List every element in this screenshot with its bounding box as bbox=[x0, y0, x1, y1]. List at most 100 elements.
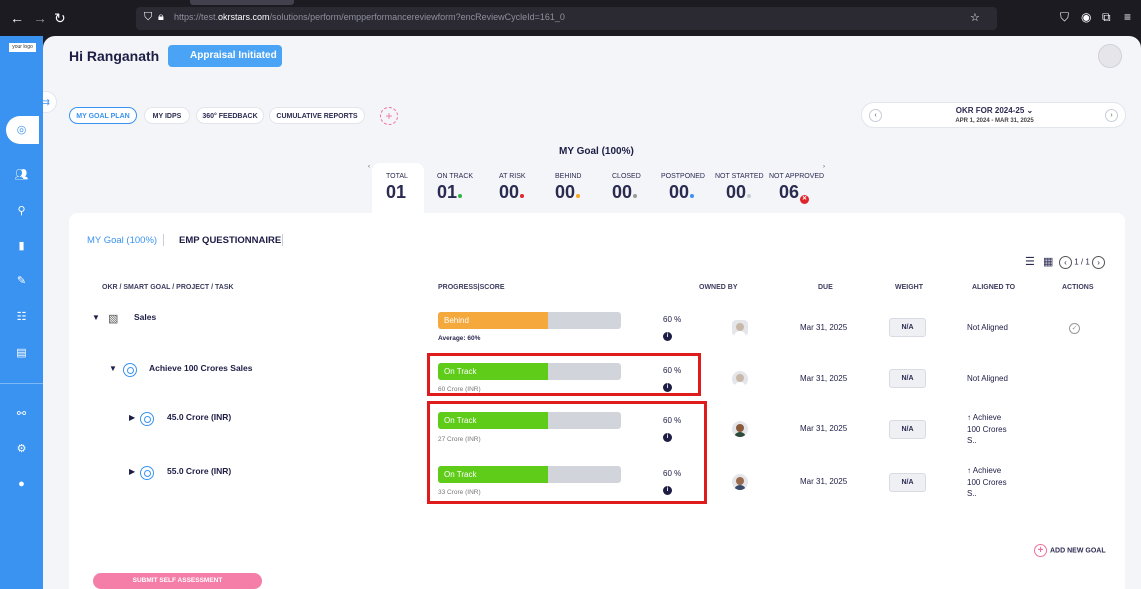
stats-next-icon[interactable]: › bbox=[823, 164, 825, 170]
aligned-line: ↑ Achieve bbox=[967, 413, 1002, 422]
goal-name[interactable]: Sales bbox=[134, 312, 157, 322]
column-header-due: DUE bbox=[818, 284, 833, 291]
check-icon[interactable]: ✓ bbox=[1069, 323, 1080, 334]
weight-field[interactable]: N/A bbox=[889, 473, 926, 492]
shield-icon[interactable]: ⛉ bbox=[144, 11, 153, 23]
aligned-to[interactable]: ↑ Achieve 100 Crores S.. bbox=[967, 465, 1007, 500]
cycle-selector[interactable]: ‹ OKR FOR 2024-25 ⌄ APR 1, 2024 - MAR 31… bbox=[861, 102, 1126, 128]
goal-name[interactable]: 45.0 Crore (INR) bbox=[167, 412, 232, 422]
key-result-icon bbox=[123, 363, 137, 377]
reload-icon[interactable]: ↻ bbox=[54, 10, 66, 26]
add-tab-button[interactable]: + bbox=[380, 107, 398, 125]
stat-value: 01 bbox=[386, 182, 407, 202]
tab-my-goal[interactable]: MY Goal (100%) bbox=[87, 235, 158, 246]
link-icon[interactable]: ⚯ bbox=[16, 408, 27, 420]
owner-avatar[interactable] bbox=[732, 320, 748, 336]
score-percent: 60 % bbox=[663, 469, 682, 478]
tab-360-feedback[interactable]: 360° FEEDBACK bbox=[196, 107, 264, 124]
browser-tab[interactable] bbox=[190, 0, 294, 5]
owner-avatar[interactable] bbox=[732, 474, 748, 490]
weight-field[interactable]: N/A bbox=[889, 318, 926, 337]
list-view-icon[interactable]: ☰ bbox=[1025, 256, 1035, 268]
add-new-goal-button[interactable]: + ADD NEW GOAL bbox=[1034, 544, 1106, 557]
prev-page-button[interactable]: ‹ bbox=[1059, 256, 1072, 269]
stats-prev-icon[interactable]: ‹ bbox=[368, 164, 370, 170]
progress-bar: Behind bbox=[438, 312, 621, 329]
stat-not-approved[interactable]: NOT APPROVED 06 ✕ bbox=[769, 173, 824, 204]
stat-label: POSTPONED bbox=[661, 173, 705, 180]
aligned-line: ↑ Achieve bbox=[967, 466, 1002, 475]
account-icon[interactable]: ◉ bbox=[1081, 10, 1092, 24]
goals-panel: MY Goal (100%) EMP QUESTIONNAIRE ☰ ▦ ‹ 1… bbox=[69, 213, 1125, 589]
expand-toggle-icon[interactable]: ▶ bbox=[129, 413, 136, 422]
info-icon[interactable]: i bbox=[663, 332, 672, 341]
stat-value: 01 bbox=[437, 182, 458, 202]
address-bar[interactable]: ⛉ 🔒︎ https://test.okrstars.com/solutions… bbox=[136, 7, 997, 30]
menu-icon[interactable]: ≡ bbox=[1124, 10, 1132, 24]
aligned-line: S.. bbox=[967, 489, 977, 498]
stat-value: 00 bbox=[499, 182, 520, 202]
stat-total-card[interactable] bbox=[372, 163, 424, 213]
lock-icon[interactable]: 🔒︎ bbox=[158, 11, 164, 23]
next-page-button[interactable]: › bbox=[1092, 256, 1106, 269]
weight-field[interactable]: N/A bbox=[889, 420, 926, 439]
column-header-aligned-to: ALIGNED TO bbox=[972, 284, 1016, 291]
cycle-title: OKR FOR 2024-25 ⌄ bbox=[955, 106, 1034, 115]
owner-avatar[interactable] bbox=[732, 371, 748, 387]
stat-postponed[interactable]: POSTPONED 00 bbox=[661, 173, 705, 203]
back-icon[interactable]: ← bbox=[10, 10, 24, 26]
stat-at-risk[interactable]: AT RISK 00 bbox=[499, 173, 526, 203]
collapse-toggle-icon[interactable]: ▼ bbox=[109, 364, 117, 373]
collapse-toggle-icon[interactable]: ▼ bbox=[92, 313, 100, 322]
cycle-next-button[interactable]: › bbox=[1105, 109, 1118, 122]
goal-name[interactable]: Achieve 100 Crores Sales bbox=[149, 363, 253, 373]
info-icon[interactable]: i bbox=[663, 486, 672, 495]
cycle-range: APR 1, 2024 - MAR 31, 2025 bbox=[955, 118, 1034, 124]
bookmark-star-icon[interactable]: ☆ bbox=[970, 12, 980, 24]
weight-field[interactable]: N/A bbox=[889, 369, 926, 388]
book-icon[interactable]: ▮ bbox=[18, 240, 25, 252]
column-header-owned-by: OWNED BY bbox=[699, 284, 738, 291]
stat-on-track[interactable]: ON TRACK 01 bbox=[437, 173, 473, 203]
stat-value: 06 bbox=[779, 182, 800, 202]
info-icon[interactable]: i bbox=[663, 433, 672, 442]
grid-view-icon[interactable]: ▦ bbox=[1043, 256, 1054, 268]
sidebar-active-indicator bbox=[6, 116, 39, 144]
stat-value: 00 bbox=[612, 182, 633, 202]
feedback-icon[interactable]: ✎ bbox=[16, 275, 27, 287]
submit-self-assessment-button[interactable]: SUBMIT SELF ASSESSMENT bbox=[93, 573, 262, 589]
info-icon[interactable]: i bbox=[663, 383, 672, 392]
collapse-sidebar-button[interactable]: ⇉ bbox=[43, 91, 57, 113]
forward-icon[interactable]: → bbox=[33, 10, 47, 26]
team-icon[interactable]: 👥︎ bbox=[14, 169, 29, 181]
stat-closed[interactable]: CLOSED 00 bbox=[612, 173, 641, 203]
target-icon[interactable]: ◎ bbox=[16, 124, 27, 136]
tab-emp-questionnaire[interactable]: EMP QUESTIONNAIRE bbox=[179, 235, 282, 246]
aligned-to[interactable]: ↑ Achieve 100 Crores S.. bbox=[967, 412, 1007, 447]
key-result-icon bbox=[140, 466, 154, 480]
column-header-weight: WEIGHT bbox=[895, 284, 923, 291]
main-content: Hi Ranganath Appraisal Initiated ⇉ MY GO… bbox=[43, 36, 1141, 589]
owner-avatar[interactable] bbox=[732, 421, 748, 437]
tab-cumulative-reports[interactable]: CUMULATIVE REPORTS bbox=[269, 107, 365, 124]
stat-not-started[interactable]: NOT STARTED 00 bbox=[715, 173, 764, 203]
due-date: Mar 31, 2025 bbox=[800, 323, 848, 332]
avatar[interactable] bbox=[1098, 44, 1122, 68]
stat-total[interactable]: TOTAL 01 bbox=[386, 173, 408, 203]
user-icon[interactable]: ● bbox=[18, 478, 25, 490]
tab-my-idps[interactable]: MY IDPS bbox=[144, 107, 190, 124]
expand-toggle-icon[interactable]: ▶ bbox=[129, 467, 136, 476]
extensions-icon[interactable]: ⧉ bbox=[1102, 10, 1111, 24]
cycle-prev-button[interactable]: ‹ bbox=[869, 109, 882, 122]
pocket-icon[interactable]: ⛉ bbox=[1060, 10, 1070, 24]
tab-my-goal-plan[interactable]: MY GOAL PLAN bbox=[69, 107, 137, 124]
stat-behind[interactable]: BEHIND 00 bbox=[555, 173, 581, 203]
due-date: Mar 31, 2025 bbox=[800, 477, 848, 486]
goal-name[interactable]: 55.0 Crore (INR) bbox=[167, 466, 232, 476]
progress-fill: Behind bbox=[438, 312, 548, 329]
org-chart-icon[interactable]: ⚲ bbox=[17, 205, 26, 217]
status-badge[interactable]: Appraisal Initiated bbox=[168, 45, 282, 67]
report-icon[interactable]: ▤ bbox=[16, 347, 27, 359]
settings-icon[interactable]: ⚙ bbox=[16, 443, 27, 455]
tasks-icon[interactable]: ☷ bbox=[16, 311, 27, 323]
